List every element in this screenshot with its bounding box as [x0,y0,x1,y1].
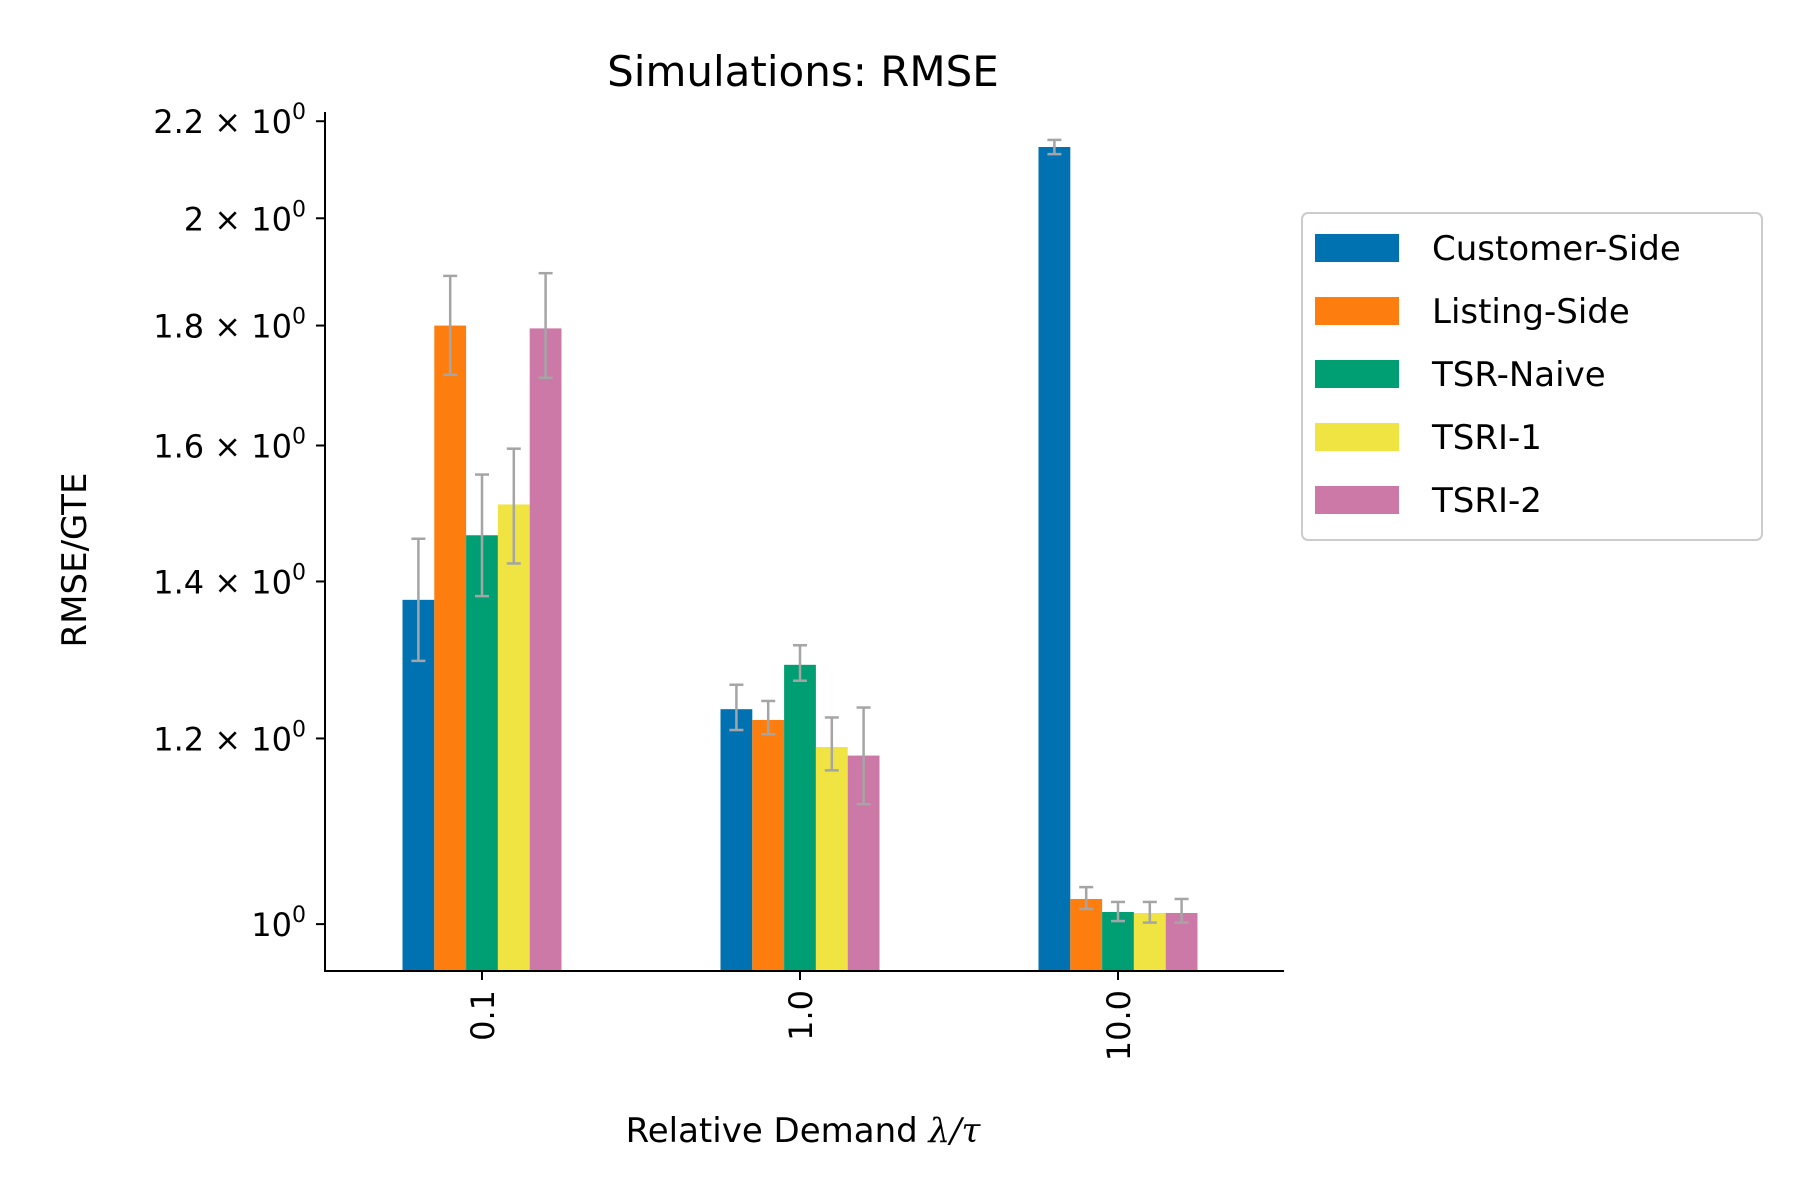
x-axis-label: Relative Demand λ/τ [626,1111,982,1151]
errorbar-customer-side-10.0 [1047,138,1062,156]
errorbar-tsri-1-1.0 [824,716,839,772]
errorbar-tsri-2-10.0 [1174,897,1189,924]
legend-item-tsr-naive: TSR-Naive [1315,355,1606,395]
x-tick-label-0.1: 0.1 [464,990,502,1041]
y-tick-label: 1.4 × 100 [153,560,306,601]
errorbar-tsr-naive-1.0 [793,644,807,682]
legend-item-tsri-1: TSRI-1 [1315,418,1542,458]
bar-tsri-1-0.1 [497,504,530,971]
x-tick-label-10.0: 10.0 [1100,990,1138,1061]
legend-label: TSRI-2 [1431,481,1542,521]
x-ticks: 0.1 1.0 10.0 [464,971,1138,1061]
legend-label: Customer-Side [1432,229,1681,269]
legend-frame [1301,212,1763,541]
y-ticks: 100 1.2 × 100 1.4 × 100 1.6 × 100 1.8 × 100 2… [153,100,325,944]
legend-item-listing-side: Listing-Side [1315,292,1630,332]
legend-item-tsri-2: TSRI-2 [1315,481,1542,521]
chart-title: Simulations: RMSE [607,47,999,96]
y-tick-label: 2 × 100 [184,197,306,238]
legend: Customer-Side Listing-Side TSR-Naive TSRI-1… [1301,212,1763,541]
legend-label: TSR-Naive [1431,355,1606,395]
legend-swatch [1315,423,1399,451]
y-tick-label: 2.2 × 100 [153,100,306,141]
bars-layer [402,147,1198,971]
bar-listing-side-10.0 [1070,898,1103,971]
errorbar-listing-side-1.0 [761,699,776,736]
bar-tsri-1-1.0 [815,746,848,971]
x-axis-label-math: λ/τ [927,1111,982,1151]
y-tick-label: 100 [251,903,306,944]
legend-label: Listing-Side [1432,292,1630,332]
bar-customer-side-1.0 [720,709,753,971]
error-bars-layer [411,138,1189,924]
legend-swatch [1315,297,1399,325]
errorbar-customer-side-0.1 [411,537,426,663]
errorbar-tsri-2-1.0 [856,706,871,806]
bar-listing-side-1.0 [752,719,785,971]
errorbar-tsri-1-10.0 [1142,900,1157,924]
y-tick-label: 1.8 × 100 [153,305,306,346]
legend-swatch [1315,234,1399,262]
legend-swatch [1315,360,1399,388]
errorbar-customer-side-1.0 [729,683,744,732]
bar-tsr-naive-0.1 [466,535,498,971]
legend-item-customer-side: Customer-Side [1315,229,1681,269]
y-axis-label: RMSE/GTE [55,473,95,648]
legend-swatch [1315,486,1399,514]
errorbar-tsr-naive-10.0 [1111,900,1125,923]
errorbar-tsri-2-0.1 [538,271,553,380]
bar-listing-side-0.1 [434,325,467,971]
errorbar-tsr-naive-0.1 [475,473,489,598]
legend-label: TSRI-1 [1431,418,1542,458]
x-tick-label-1.0: 1.0 [782,990,820,1041]
bar-tsr-naive-1.0 [784,664,816,971]
bar-customer-side-10.0 [1038,147,1071,971]
errorbar-listing-side-0.1 [443,274,458,377]
errorbar-listing-side-10.0 [1079,885,1094,911]
y-tick-label: 1.2 × 100 [153,717,306,758]
bar-tsri-2-0.1 [529,328,562,971]
x-axis-label-text: Relative Demand [626,1111,929,1151]
y-tick-label: 1.6 × 100 [153,425,306,466]
errorbar-tsri-1-0.1 [506,447,521,565]
